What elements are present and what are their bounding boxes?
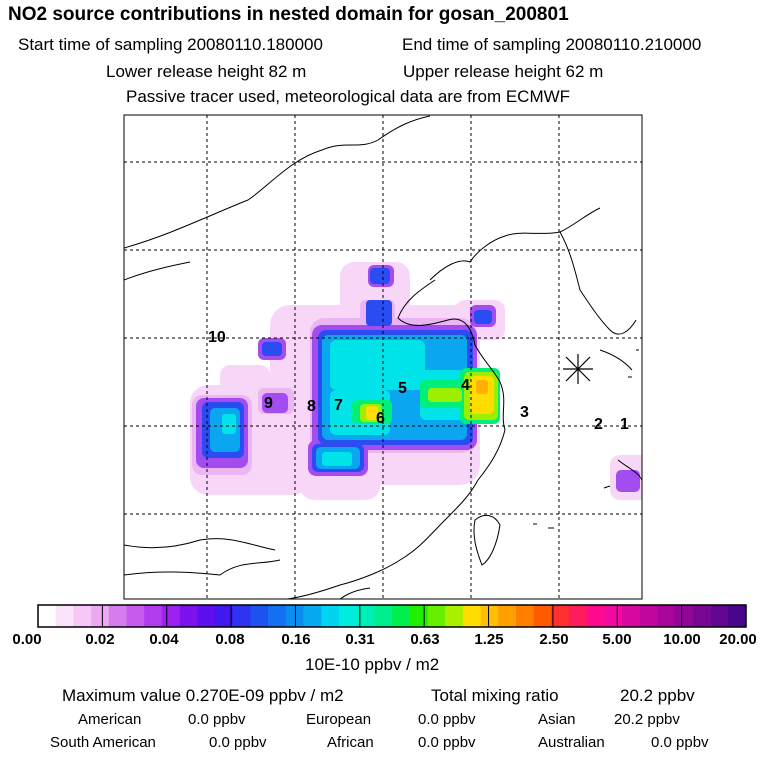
colorbar-swatch — [462, 605, 481, 627]
graticule — [124, 115, 642, 599]
colorbar-unit: 10E-10 ppbv / m2 — [305, 655, 440, 674]
south-american-label: South American — [50, 734, 156, 751]
colorbar-swatch — [551, 605, 570, 627]
american-value: 0.0 ppbv — [188, 711, 246, 728]
colorbar-swatch — [692, 605, 711, 627]
colorbar-swatch — [338, 605, 357, 627]
colorbar-label: 0.31 — [345, 631, 375, 648]
region-marker-5: 5 — [398, 380, 407, 397]
asian-value: 20.2 ppbv — [614, 711, 680, 728]
colorbar-swatch — [215, 605, 233, 627]
region-marker-9: 9 — [264, 395, 273, 412]
colorbar-label: 2.50 — [539, 631, 569, 648]
colorbar-swatch — [179, 605, 198, 627]
colorbar-label: 1.25 — [474, 631, 504, 648]
colorbar-label: 5.00 — [602, 631, 632, 648]
colorbar-swatch — [622, 605, 641, 627]
lower-release-height-label: Lower release height 82 m — [106, 62, 307, 81]
colorbar-swatch — [38, 605, 56, 627]
colorbar-label: 10.00 — [663, 631, 701, 648]
african-value: 0.0 ppbv — [418, 734, 476, 751]
total-mixing-ratio-label: Total mixing ratio — [431, 686, 559, 705]
colorbar-label: 0.63 — [410, 631, 440, 648]
colorbar-swatch — [533, 605, 552, 627]
colorbar-swatch — [392, 605, 410, 627]
colorbar-swatch — [586, 605, 605, 627]
region-marker-1: 1 — [620, 416, 629, 433]
australian-value: 0.0 ppbv — [651, 734, 709, 751]
colorbar-swatch — [250, 605, 269, 627]
colorbar-swatch — [356, 605, 375, 627]
colorbar-swatch — [161, 605, 180, 627]
colorbar-label: 0.08 — [215, 631, 245, 648]
colorbar-label: 20.00 — [719, 631, 757, 648]
colorbar — [37, 604, 747, 628]
colorbar-label: 0.00 — [12, 631, 42, 648]
tracer-info-label: Passive tracer used, meteorological data… — [126, 87, 571, 106]
coastlines — [124, 115, 642, 599]
map-frame — [123, 114, 643, 600]
colorbar-swatch — [639, 605, 658, 627]
region-marker-6: 6 — [376, 410, 385, 427]
gosan-receptor-star — [563, 354, 593, 384]
colorbar-swatch — [91, 605, 110, 627]
colorbar-swatch — [232, 605, 251, 627]
african-label: African — [327, 734, 374, 751]
colorbar-swatch — [569, 605, 587, 627]
max-value-label: Maximum value 0.270E-09 ppbv / m2 — [62, 686, 344, 705]
american-label: American — [78, 711, 142, 728]
colorbar-swatch — [55, 605, 74, 627]
colorbar-swatch — [657, 605, 676, 627]
colorbar-swatch — [728, 605, 747, 627]
colorbar-swatch — [197, 605, 216, 627]
european-label: European — [306, 711, 372, 728]
total-mixing-ratio-value: 20.2 ppbv — [620, 686, 695, 705]
region-marker-10: 10 — [208, 329, 226, 346]
colorbar-swatch — [144, 605, 163, 627]
colorbar-swatch — [604, 605, 623, 627]
australian-label: Australian — [538, 734, 605, 751]
asian-label: Asian — [538, 711, 576, 728]
colorbar-swatch — [409, 605, 428, 627]
region-marker-8: 8 — [307, 398, 316, 415]
colorbar-label: 0.16 — [281, 631, 311, 648]
colorbar-swatch — [498, 605, 517, 627]
end-time-label: End time of sampling 20080110.210000 — [402, 35, 702, 54]
region-marker-7: 7 — [334, 397, 343, 414]
colorbar-swatch — [321, 605, 340, 627]
colorbar-swatch — [427, 605, 446, 627]
colorbar-label: 0.04 — [149, 631, 179, 648]
upper-release-height-label: Upper release height 62 m — [403, 62, 604, 81]
colorbar-swatch — [515, 605, 534, 627]
colorbar-swatch — [675, 605, 694, 627]
colorbar-swatch — [285, 605, 304, 627]
colorbar-swatch — [108, 605, 127, 627]
start-time-label: Start time of sampling 20080110.180000 — [18, 35, 323, 54]
colorbar-swatch — [710, 605, 729, 627]
colorbar-label: 0.02 — [85, 631, 115, 648]
colorbar-swatch — [73, 605, 92, 627]
concentration-field — [190, 262, 642, 500]
colorbar-swatch — [268, 605, 287, 627]
colorbar-swatch — [374, 605, 393, 627]
colorbar-swatch — [445, 605, 464, 627]
south-american-value: 0.0 ppbv — [209, 734, 267, 751]
colorbar-swatch — [480, 605, 499, 627]
colorbar-swatch — [303, 605, 322, 627]
plot-title: NO2 source contributions in nested domai… — [8, 4, 569, 25]
region-marker-2: 2 — [594, 416, 603, 433]
european-value: 0.0 ppbv — [418, 711, 476, 728]
region-marker-3: 3 — [520, 404, 529, 421]
colorbar-frame — [37, 604, 747, 628]
region-marker-4: 4 — [461, 377, 470, 394]
colorbar-swatch — [126, 605, 145, 627]
